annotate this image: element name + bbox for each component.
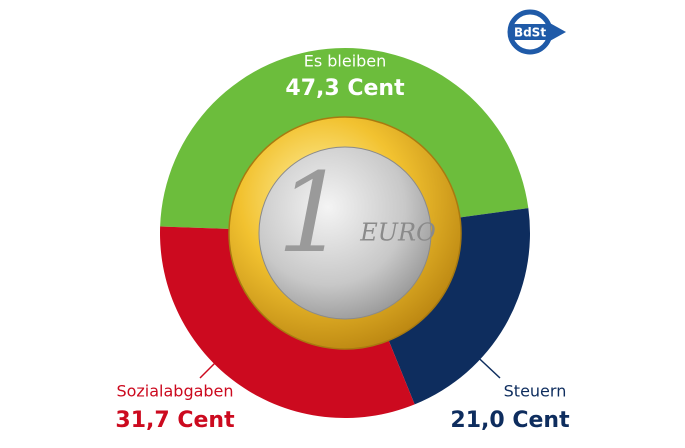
coin: 1 EURO	[228, 116, 462, 350]
logo-box	[512, 24, 548, 40]
leader-line	[467, 347, 501, 379]
coin-center	[258, 146, 432, 320]
slice-label: Es bleiben	[304, 52, 387, 71]
slice	[382, 208, 530, 405]
logo: BdSt	[507, 9, 566, 55]
value-label: 47,3 Cent	[285, 76, 405, 101]
slice-label: Steuern	[504, 382, 567, 401]
logo-text: BdSt	[514, 26, 546, 40]
value-label: 21,0 Cent	[450, 408, 570, 433]
coin-currency: EURO	[359, 219, 436, 247]
value-label: 31,7 Cent	[115, 408, 235, 433]
leader-line	[199, 345, 233, 379]
coin-denomination: 1	[277, 149, 347, 277]
logo-arrow	[548, 22, 566, 42]
slice-label: Sozialabgaben	[116, 382, 233, 401]
